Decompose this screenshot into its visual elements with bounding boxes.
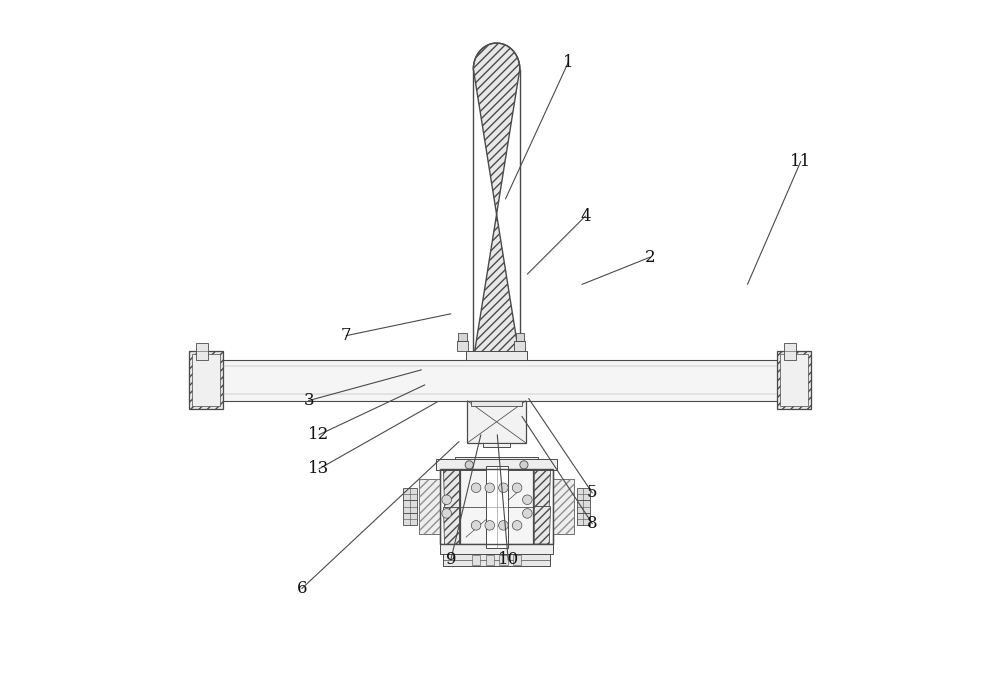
Bar <box>440 544 553 553</box>
Polygon shape <box>443 507 459 544</box>
Bar <box>419 479 440 534</box>
Circle shape <box>485 521 495 530</box>
Text: 11: 11 <box>790 153 811 170</box>
Text: 8: 8 <box>587 515 598 532</box>
Bar <box>471 401 522 406</box>
Text: 2: 2 <box>645 249 656 266</box>
Bar <box>458 334 467 341</box>
Bar <box>784 342 796 360</box>
Bar <box>455 457 538 469</box>
Bar <box>516 334 524 341</box>
Bar <box>777 351 811 409</box>
Bar <box>533 469 553 544</box>
Bar <box>514 341 525 351</box>
Circle shape <box>499 521 508 530</box>
Text: 4: 4 <box>580 208 591 225</box>
Bar <box>440 469 553 544</box>
Text: 13: 13 <box>308 460 329 477</box>
Bar <box>403 512 417 525</box>
Bar <box>553 479 574 534</box>
Circle shape <box>520 461 528 469</box>
Circle shape <box>442 509 451 518</box>
Text: 5: 5 <box>587 484 598 501</box>
Bar <box>472 555 480 564</box>
Text: 12: 12 <box>308 426 329 443</box>
Bar <box>403 501 417 512</box>
Bar <box>459 469 534 544</box>
Text: 10: 10 <box>498 551 519 569</box>
Bar <box>436 460 557 471</box>
Polygon shape <box>443 469 459 507</box>
Bar <box>486 555 494 564</box>
Bar <box>499 555 508 564</box>
Circle shape <box>499 483 508 493</box>
Bar <box>577 501 590 512</box>
Text: 3: 3 <box>303 392 314 409</box>
Bar <box>486 466 508 547</box>
Text: 9: 9 <box>446 551 456 569</box>
Bar <box>577 488 590 501</box>
Text: 7: 7 <box>341 327 352 344</box>
Text: 6: 6 <box>297 580 307 597</box>
Circle shape <box>471 483 481 493</box>
Bar <box>553 479 574 534</box>
Bar <box>467 401 526 443</box>
Bar <box>196 342 208 360</box>
Bar <box>403 488 417 501</box>
Bar <box>483 443 510 447</box>
Bar <box>440 469 460 544</box>
Bar <box>443 553 550 566</box>
Circle shape <box>512 521 522 530</box>
Polygon shape <box>534 469 551 507</box>
Bar <box>419 479 440 534</box>
Text: 1: 1 <box>563 53 574 71</box>
Bar <box>513 555 521 564</box>
Bar <box>577 512 590 525</box>
Circle shape <box>465 461 473 469</box>
Circle shape <box>442 495 451 505</box>
Circle shape <box>471 521 481 530</box>
Circle shape <box>523 495 532 505</box>
Bar <box>189 351 223 409</box>
Bar <box>466 351 527 360</box>
Bar <box>457 341 468 351</box>
Bar <box>189 360 811 401</box>
Circle shape <box>512 483 522 493</box>
Bar <box>780 353 808 406</box>
Circle shape <box>485 483 495 493</box>
Polygon shape <box>473 43 520 360</box>
Circle shape <box>523 509 532 518</box>
Bar <box>192 353 220 406</box>
Polygon shape <box>534 507 551 544</box>
